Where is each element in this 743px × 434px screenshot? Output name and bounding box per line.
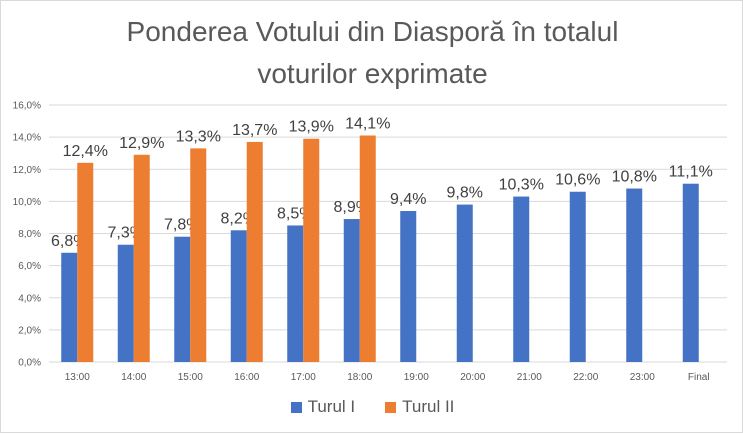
data-label-2-0: 12,4% [63,143,108,160]
y-tick-label-5: 10,0% [13,197,41,208]
x-tick-label-3: 16:00 [234,372,259,383]
bar-1-4 [287,225,304,362]
chart-title-line-1: Ponderea Votului din Diasporă în totalul [126,16,619,47]
y-tick-label-7: 14,0% [13,133,41,144]
data-label-2-2: 13,3% [176,128,221,145]
y-tick-label-2: 4,0% [18,293,41,304]
legend-swatch-turul-1 [290,401,302,413]
x-tick-label-9: 22:00 [573,372,598,383]
chart-title-line-2: voturilor exprimate [257,58,488,89]
y-tick-label-6: 12,0% [13,165,41,176]
x-tick-label-1: 14:00 [121,372,146,383]
bar-1-6 [400,211,417,362]
data-label-1-11: 11,1% [669,164,713,181]
bar-1-8 [513,196,530,362]
data-label-2-1: 12,9% [119,135,164,152]
bar-2-2 [190,148,207,362]
data-label-1-8: 10,3% [499,177,544,194]
x-tick-label-5: 18:00 [347,372,372,383]
x-tick-label-0: 13:00 [65,372,90,383]
x-tick-label-4: 17:00 [291,372,316,383]
bar-2-3 [246,141,263,362]
bar-2-5 [359,135,376,362]
bar-2-4 [303,138,320,362]
y-tick-label-1: 2,0% [18,325,41,336]
data-label-1-10: 10,8% [612,169,657,186]
legend-swatch-turul-2 [385,401,397,413]
legend-label-turul-2: Turul II [402,397,455,416]
x-tick-label-11: Final [688,372,710,383]
bar-1-0 [61,252,78,362]
data-label-1-9: 10,6% [555,172,600,189]
bar-2-1 [133,154,150,362]
legend-item-turul-2: Turul II [385,397,454,417]
bar-1-1 [117,244,134,362]
legend-label-turul-1: Turul I [307,397,356,416]
bar-1-7 [456,204,473,362]
bar-1-9 [569,191,586,362]
chart-title: Ponderea Votului din Diasporă în totalul… [1,11,743,95]
data-label-1-7: 9,8% [447,185,483,202]
x-tick-label-8: 21:00 [517,372,542,383]
data-label-1-6: 9,4% [390,191,426,208]
data-label-2-4: 13,9% [289,119,334,136]
bar-1-11 [682,183,699,362]
y-tick-label-4: 8,0% [18,229,41,240]
y-tick-label-3: 6,0% [18,261,41,272]
x-tick-label-2: 15:00 [178,372,203,383]
bar-2-0 [77,162,94,362]
legend: Turul I Turul II [1,397,743,417]
bar-1-2 [174,236,191,362]
legend-item-turul-1: Turul I [290,397,356,417]
x-tick-label-6: 19:00 [404,372,429,383]
data-label-2-3: 13,7% [232,122,277,139]
data-label-2-5: 14,1% [345,116,390,133]
x-tick-label-7: 20:00 [460,372,485,383]
bar-1-3 [230,230,247,362]
y-tick-label-0: 0,0% [18,358,41,369]
bar-1-10 [626,188,643,362]
y-tick-label-8: 16,0% [13,101,41,112]
x-tick-label-10: 23:00 [630,372,655,383]
bar-1-5 [343,219,360,362]
